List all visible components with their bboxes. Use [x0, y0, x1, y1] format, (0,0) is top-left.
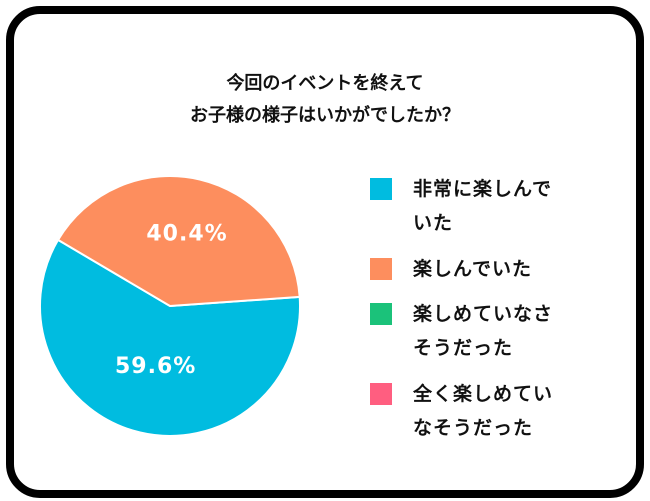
- legend-label-not-at-all: 全く楽しめてい なそうだった: [413, 377, 598, 445]
- pie-slice-enjoyed: [56, 175, 301, 308]
- legend-label-line: なそうだった: [413, 417, 534, 439]
- legend-item-not-at-all: 全く楽しめてい なそうだった: [370, 377, 610, 445]
- legend-swatch-not-at-all: [370, 383, 392, 405]
- legend: 非常に楽しんで いた 楽しんでいた 楽しめていなさ そうだった 全く楽しめてい …: [370, 172, 610, 457]
- legend-label-line: 楽しんでいた: [413, 258, 533, 280]
- legend-label-enjoyed: 楽しんでいた: [413, 252, 598, 286]
- chart-title: 今回のイベントを終えて お子様の様子はいかがでしたか？: [0, 68, 650, 132]
- legend-label-line: いた: [413, 212, 454, 234]
- pie-value-label-very-enjoyed: 59.6%: [115, 354, 196, 379]
- legend-swatch-very-enjoyed: [370, 178, 392, 200]
- legend-swatch-not-enjoying: [370, 303, 392, 325]
- legend-item-enjoyed: 楽しんでいた: [370, 252, 610, 286]
- pie-slice-very-enjoyed: [39, 238, 301, 437]
- pie-value-label-enjoyed: 40.4%: [146, 221, 227, 246]
- legend-label-very-enjoyed: 非常に楽しんで いた: [413, 172, 598, 240]
- legend-item-very-enjoyed: 非常に楽しんで いた: [370, 172, 610, 240]
- chart-title-line-2: お子様の様子はいかがでしたか？: [190, 105, 460, 126]
- legend-item-not-enjoying: 楽しめていなさ そうだった: [370, 297, 610, 365]
- legend-label-line: そうだった: [413, 337, 514, 359]
- legend-label-not-enjoying: 楽しめていなさ そうだった: [413, 297, 598, 365]
- legend-swatch-enjoyed: [370, 258, 392, 280]
- legend-label-line: 全く楽しめてい: [413, 383, 554, 405]
- legend-label-line: 楽しめていなさ: [413, 303, 554, 325]
- legend-label-line: 非常に楽しんで: [413, 178, 553, 200]
- chart-title-line-1: 今回のイベントを終えて: [226, 73, 424, 94]
